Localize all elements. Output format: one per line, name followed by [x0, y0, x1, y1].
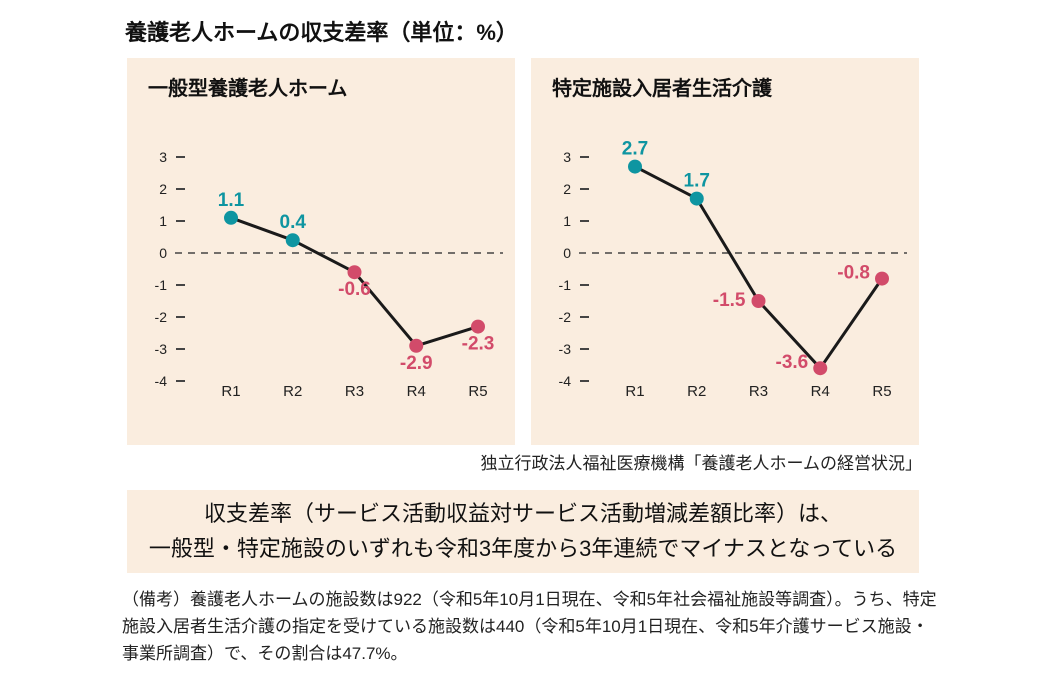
highlight-box: 収支差率（サービス活動収益対サービス活動増減差額比率）は、 一般型・特定施設のい…	[127, 490, 919, 573]
y-tick-label: -1	[559, 277, 572, 293]
line-chart-general: 3 2 1 0 -1 -2 -3 -4 R1 R2 R3 R4 R5 1.1 0.4 -0.6 -2.9 -2.3	[155, 149, 503, 400]
y-tick-label: -1	[155, 277, 168, 293]
data-point-label: -2.9	[400, 353, 433, 374]
x-tick-label: R4	[407, 383, 426, 400]
y-tick-label: 0	[159, 245, 167, 261]
x-tick-label: R2	[687, 383, 706, 400]
data-point-label: 1.7	[684, 171, 710, 192]
data-point-label: -2.3	[462, 334, 495, 355]
x-tick-label: R5	[872, 383, 891, 400]
y-tick-label: 3	[159, 149, 167, 165]
y-tick-label: -3	[155, 341, 168, 357]
x-tick-label: R3	[749, 383, 768, 400]
y-tick-label: 1	[159, 213, 167, 229]
y-tick-label: 1	[563, 213, 571, 229]
data-point	[409, 338, 424, 353]
y-tick-label: 2	[159, 181, 167, 197]
y-tick-label: 0	[563, 245, 571, 261]
data-point	[347, 265, 362, 280]
y-tick-label: -2	[155, 309, 168, 325]
y-tick-label: 2	[563, 181, 571, 197]
panel-title-general: 一般型養護老人ホーム	[148, 78, 348, 100]
x-tick-label: R1	[625, 383, 644, 400]
x-tick-label: R4	[811, 383, 830, 400]
panel-title-specified: 特定施設入居者生活介護	[552, 78, 772, 100]
source-credit: 独立行政法人福祉医療機構「養護老人ホームの経営状況」	[480, 454, 923, 473]
data-point	[628, 159, 642, 174]
y-tick-label: -4	[559, 373, 572, 389]
y-tick-label: -4	[155, 373, 168, 389]
data-point-label: -3.6	[776, 352, 809, 373]
y-tick-label: -2	[559, 309, 572, 325]
footnote: （備考）養護老人ホームの施設数は922（令和5年10月1日現在、令和5年社会福祉…	[122, 590, 937, 663]
data-point	[471, 319, 485, 334]
data-point-label: -1.5	[713, 290, 746, 311]
data-point	[285, 233, 300, 248]
chart-panel-specified: 3 2 1 0 -1 -2 -3 -4 R1 R2 R3 R4 R5 2.7 1.7 -1.5 -3.6 -0.8…	[531, 58, 919, 445]
data-point	[813, 361, 828, 376]
x-tick-label: R2	[283, 383, 302, 400]
page-title: 養護老人ホームの収支差率（単位：%）	[125, 20, 518, 45]
data-point	[751, 294, 766, 308]
data-point-label: -0.6	[338, 279, 371, 300]
data-point	[224, 210, 238, 225]
x-tick-label: R3	[345, 383, 364, 400]
highlight-text-line2: 一般型・特定施設のいずれも令和3年度から3年連続でマイナスとなっている	[148, 536, 898, 561]
data-point-label: 1.1	[218, 190, 245, 211]
chart-panel-general: 3 2 1 0 -1 -2 -3 -4 R1 R2 R3 R4 R5 1.1 0.4 -0.6 -2.9 -2.3…	[127, 58, 515, 445]
data-point-label: -0.8	[837, 263, 870, 284]
highlight-text-line1: 収支差率（サービス活動収益対サービス活動増減差額比率）は、	[203, 501, 842, 526]
data-point	[875, 271, 889, 286]
data-point-label: 2.7	[622, 139, 648, 160]
data-point	[689, 191, 704, 206]
data-point-label: 0.4	[280, 212, 307, 233]
x-tick-label: R5	[468, 383, 487, 400]
line-chart-specified: 3 2 1 0 -1 -2 -3 -4 R1 R2 R3 R4 R5 2.7 1.7 -1.5 -3.6 -0.8	[559, 139, 907, 400]
y-tick-label: 3	[563, 149, 571, 165]
y-tick-label: -3	[559, 341, 572, 357]
x-tick-label: R1	[221, 383, 240, 400]
